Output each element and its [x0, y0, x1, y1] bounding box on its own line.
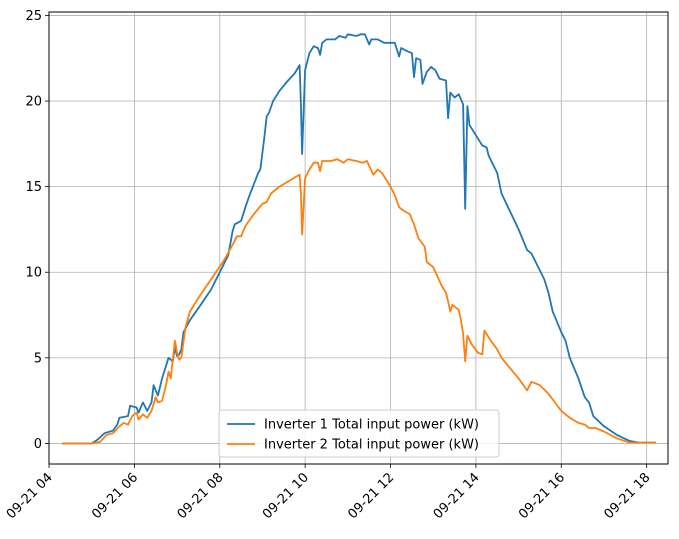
- axes-frame: [48, 11, 669, 465]
- x-tick-label: 09-21 12: [345, 470, 397, 522]
- x-tick-label: 09-21 16: [516, 470, 568, 522]
- x-tick-label: 09-21 14: [431, 470, 483, 522]
- legend-label-2: Inverter 2 Total input power (kW): [264, 438, 479, 453]
- y-tick-label: 5: [34, 351, 42, 366]
- y-tick-label: 0: [34, 437, 42, 452]
- y-tick-label: 20: [25, 95, 42, 110]
- x-tick-label: 09-21 18: [602, 470, 654, 522]
- legend: Inverter 1 Total input power (kW) Inverte…: [218, 409, 500, 458]
- series-line-2: [62, 158, 657, 445]
- series-lines: [62, 33, 657, 445]
- x-tick-label: 09-21 08: [175, 470, 227, 522]
- legend-box: [218, 409, 500, 458]
- x-tick-label: 09-21 06: [89, 470, 141, 522]
- legend-label-1: Inverter 1 Total input power (kW): [264, 418, 479, 433]
- y-tick-label: 10: [25, 266, 42, 281]
- y-tick-label: 25: [25, 9, 42, 24]
- x-tick-label: 09-21 10: [260, 470, 312, 522]
- y-tick-label: 15: [25, 180, 42, 195]
- x-tick-label: 09-21 04: [4, 470, 56, 522]
- grid-lines: [48, 12, 668, 464]
- series-line-1: [62, 33, 657, 445]
